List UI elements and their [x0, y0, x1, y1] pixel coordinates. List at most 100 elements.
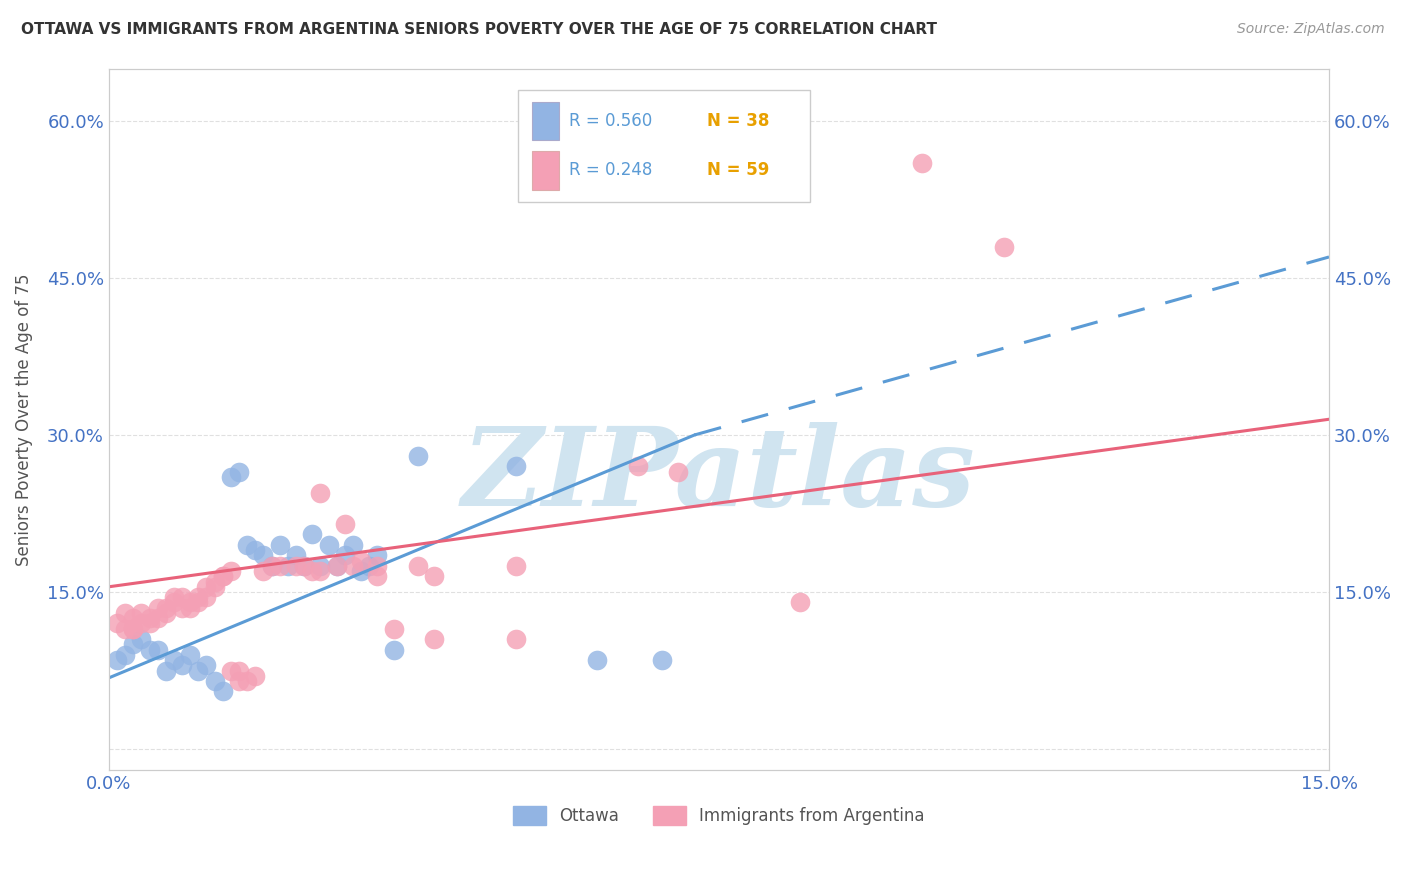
Point — [366, 549, 388, 563]
Point — [155, 606, 177, 620]
Point — [211, 569, 233, 583]
Point — [406, 449, 429, 463]
Point — [651, 653, 673, 667]
Point — [228, 673, 250, 688]
Point — [131, 606, 153, 620]
Point — [146, 611, 169, 625]
Point — [122, 622, 145, 636]
Point — [163, 595, 186, 609]
Point — [333, 549, 356, 563]
Point — [219, 470, 242, 484]
Point — [187, 664, 209, 678]
Point — [993, 239, 1015, 253]
Point — [301, 527, 323, 541]
Point — [325, 558, 347, 573]
Point — [163, 653, 186, 667]
Text: ZIPatlas: ZIPatlas — [463, 422, 976, 529]
Point — [382, 642, 405, 657]
Point — [277, 558, 299, 573]
Point — [269, 538, 291, 552]
Point — [131, 632, 153, 647]
Point — [204, 574, 226, 589]
Point — [586, 653, 609, 667]
Point — [423, 632, 446, 647]
Point — [122, 637, 145, 651]
Point — [260, 558, 283, 573]
Point — [138, 616, 160, 631]
Text: N = 59: N = 59 — [707, 161, 769, 179]
Point — [195, 591, 218, 605]
Point — [406, 558, 429, 573]
Point — [114, 606, 136, 620]
Point — [626, 459, 648, 474]
Point — [195, 658, 218, 673]
Point — [236, 538, 259, 552]
Point — [228, 465, 250, 479]
Point — [789, 595, 811, 609]
Point — [666, 465, 689, 479]
Text: OTTAWA VS IMMIGRANTS FROM ARGENTINA SENIORS POVERTY OVER THE AGE OF 75 CORRELATI: OTTAWA VS IMMIGRANTS FROM ARGENTINA SENI… — [21, 22, 936, 37]
Point — [155, 664, 177, 678]
Point — [236, 673, 259, 688]
Point — [114, 622, 136, 636]
Point — [309, 485, 332, 500]
Point — [146, 600, 169, 615]
Point — [219, 664, 242, 678]
Point — [219, 564, 242, 578]
Point — [284, 558, 307, 573]
Point — [252, 564, 274, 578]
Point — [366, 569, 388, 583]
Y-axis label: Seniors Poverty Over the Age of 75: Seniors Poverty Over the Age of 75 — [15, 273, 32, 566]
Point — [342, 558, 364, 573]
Point — [318, 538, 340, 552]
Point — [252, 549, 274, 563]
Point — [505, 558, 527, 573]
Point — [179, 600, 201, 615]
Point — [204, 580, 226, 594]
Text: Source: ZipAtlas.com: Source: ZipAtlas.com — [1237, 22, 1385, 37]
Point — [359, 558, 381, 573]
Point — [163, 591, 186, 605]
Point — [211, 569, 233, 583]
Point — [309, 564, 332, 578]
Point — [382, 622, 405, 636]
Point — [172, 658, 194, 673]
Point — [292, 558, 315, 573]
Point — [505, 459, 527, 474]
Point — [114, 648, 136, 662]
Point — [179, 648, 201, 662]
Point — [195, 580, 218, 594]
Point — [179, 595, 201, 609]
Point — [292, 558, 315, 573]
Point — [138, 642, 160, 657]
Point — [122, 622, 145, 636]
Point — [172, 591, 194, 605]
Point — [366, 558, 388, 573]
Point — [204, 673, 226, 688]
Point — [423, 569, 446, 583]
Point — [309, 558, 332, 573]
Point — [284, 549, 307, 563]
Point — [269, 558, 291, 573]
Point — [245, 543, 267, 558]
Point — [105, 653, 128, 667]
Point — [187, 595, 209, 609]
Point — [187, 591, 209, 605]
Point — [122, 611, 145, 625]
FancyBboxPatch shape — [517, 89, 810, 202]
Point — [172, 600, 194, 615]
Point — [131, 616, 153, 631]
Text: R = 0.560: R = 0.560 — [569, 112, 652, 130]
FancyBboxPatch shape — [533, 102, 560, 140]
Point — [342, 538, 364, 552]
Point — [301, 564, 323, 578]
Point — [911, 155, 934, 169]
Point — [333, 516, 356, 531]
Point — [325, 558, 347, 573]
Point — [138, 611, 160, 625]
Legend: Ottawa, Immigrants from Argentina: Ottawa, Immigrants from Argentina — [513, 805, 925, 825]
Point — [228, 664, 250, 678]
Point — [211, 684, 233, 698]
Point — [350, 553, 373, 567]
Text: R = 0.248: R = 0.248 — [569, 161, 652, 179]
